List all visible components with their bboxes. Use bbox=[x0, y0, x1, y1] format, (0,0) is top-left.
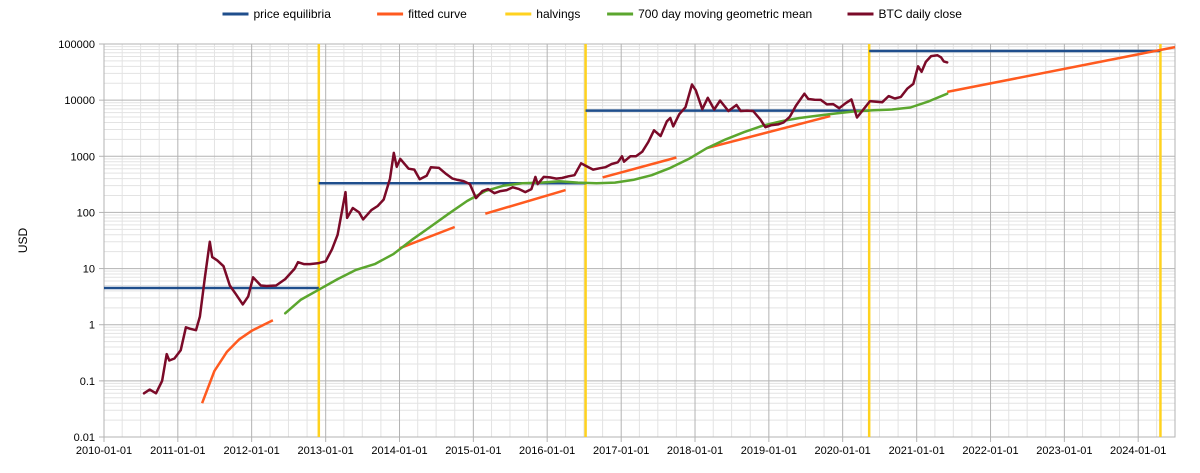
x-tick-label: 2018-01-01 bbox=[667, 445, 723, 457]
legend-label: BTC daily close bbox=[879, 7, 963, 21]
x-tick-label: 2020-01-01 bbox=[815, 445, 871, 457]
legend-label: price equilibria bbox=[254, 7, 332, 21]
legend-label: 700 day moving geometric mean bbox=[638, 7, 812, 21]
fitted-curve-segment bbox=[399, 225, 456, 250]
x-tick-label: 2022-01-01 bbox=[962, 445, 1018, 457]
chart-legend: price equilibria fitted curve halvings 700 … bbox=[222, 7, 963, 21]
legend-item-halvings: halvings bbox=[505, 7, 580, 21]
y-tick-label: 100000 bbox=[58, 39, 95, 51]
series-fitted-curve bbox=[200, 45, 1176, 404]
x-tick-label: 2021-01-01 bbox=[889, 445, 945, 457]
legend-item-700-day-moving-geometric-mean: 700 day moving geometric mean bbox=[607, 7, 812, 21]
fitted-curve-segment bbox=[484, 188, 566, 215]
x-tick-label: 2010-01-01 bbox=[76, 445, 132, 457]
fitted-curve-segment bbox=[200, 319, 274, 404]
minor-gridlines bbox=[104, 44, 1176, 437]
y-tick-label: 1000 bbox=[71, 151, 95, 163]
moving-mean-line bbox=[283, 92, 949, 315]
fitted-curve-segment bbox=[706, 114, 831, 150]
x-tick-label: 2015-01-01 bbox=[445, 445, 501, 457]
y-tick-label: 10000 bbox=[64, 95, 95, 107]
series-700-day-moving-geometric-mean bbox=[283, 92, 949, 315]
y-axis-title: USD bbox=[16, 228, 30, 254]
y-tick-label: 0.1 bbox=[80, 376, 95, 388]
y-tick-label: 10 bbox=[83, 264, 95, 276]
x-tick-label: 2024-01-01 bbox=[1110, 445, 1166, 457]
y-tick-label: 100 bbox=[77, 207, 95, 219]
fitted-curve-segment bbox=[602, 156, 677, 179]
x-axis: 2010-01-01 2011-01-01 2012-01-01 2013-01-01… bbox=[76, 437, 1166, 457]
legend-item-fitted-curve: fitted curve bbox=[377, 7, 467, 21]
x-tick-label: 2011-01-01 bbox=[150, 445, 205, 457]
series-layer bbox=[104, 44, 1176, 437]
legend-item-price-equilibria: price equilibria bbox=[222, 7, 332, 21]
plot-border bbox=[103, 43, 1176, 438]
legend-label: fitted curve bbox=[408, 7, 467, 21]
y-tick-label: 0.01 bbox=[74, 432, 95, 444]
y-axis: 0.01 0.1 1 10 100 1000 10000 100000 bbox=[58, 39, 104, 444]
legend-item-btc-daily-close: BTC daily close bbox=[847, 7, 963, 21]
x-tick-label: 2014-01-01 bbox=[371, 445, 427, 457]
x-tick-label: 2017-01-01 bbox=[593, 445, 649, 457]
x-tick-label: 2023-01-01 bbox=[1036, 445, 1092, 457]
x-tick-label: 2013-01-01 bbox=[298, 445, 354, 457]
btc-close-line bbox=[142, 54, 949, 395]
x-tick-label: 2019-01-01 bbox=[741, 445, 797, 457]
legend-label: halvings bbox=[536, 7, 580, 21]
fitted-curve-segment bbox=[946, 45, 1176, 94]
y-tick-label: 1 bbox=[89, 320, 95, 332]
series-btc-daily-close bbox=[142, 54, 949, 395]
x-tick-label: 2016-01-01 bbox=[519, 445, 575, 457]
x-tick-label: 2012-01-01 bbox=[224, 445, 280, 457]
